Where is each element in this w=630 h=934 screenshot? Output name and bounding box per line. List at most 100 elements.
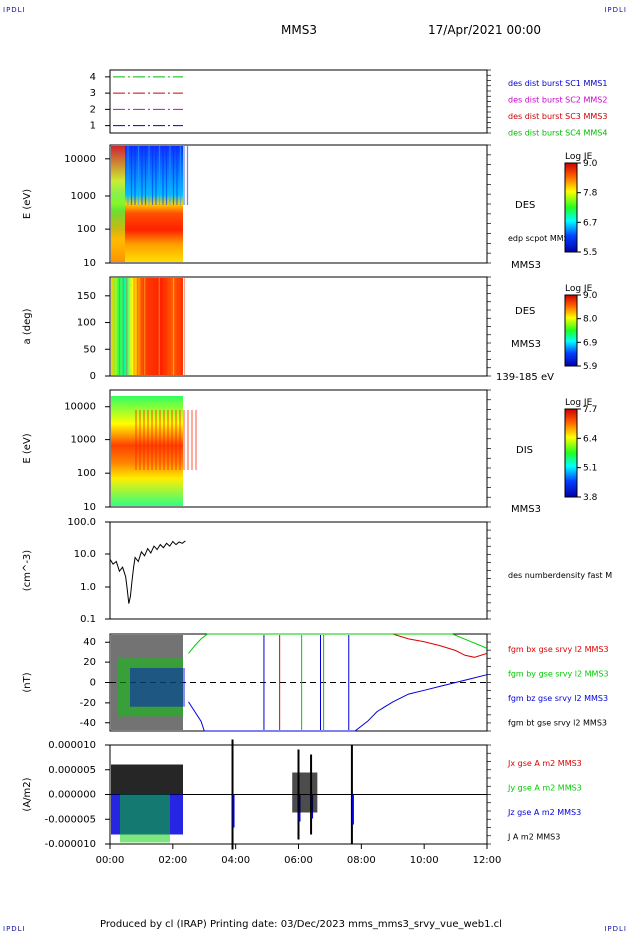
current-legend-1: Jy gse A m2 MMS3 xyxy=(507,784,582,793)
x-tick-label: 12:00 xyxy=(473,855,502,866)
y-tick-label: 50 xyxy=(83,344,96,355)
field-legend-3: fgm bt gse srvy l2 MMS3 xyxy=(508,719,607,728)
y-tick-label: 0.000000 xyxy=(48,790,96,801)
current-legend-2: Jz gse A m2 MMS3 xyxy=(507,808,581,817)
current-legend-0: Jx gse A m2 MMS3 xyxy=(507,759,582,768)
y-tick-label: 100 xyxy=(77,224,96,235)
y-axis-label: E (eV) xyxy=(22,189,33,219)
dis-label: DIS xyxy=(516,445,533,456)
des-spacecraft-label: MMS3 xyxy=(511,260,541,271)
y-tick-label: 0.000010 xyxy=(48,740,96,751)
colorbar xyxy=(564,408,578,498)
density-legend: des numberdensity fast M xyxy=(508,571,612,580)
colorbar-tick-label: 6.9 xyxy=(583,338,598,348)
des-label: DES xyxy=(515,200,535,211)
spacecraft-title: MMS3 xyxy=(281,23,317,37)
x-tick-label: 02:00 xyxy=(158,855,187,866)
density-series-line xyxy=(109,540,186,604)
field-series-line xyxy=(188,674,488,732)
field-series-line xyxy=(392,633,488,658)
des-pitch-spectrogram xyxy=(111,278,183,375)
colorbar xyxy=(564,162,578,253)
y-axis-label: (cm^-3) xyxy=(22,550,33,591)
y-tick-label: 10 xyxy=(83,502,96,513)
des-energy-spectrogram-edge xyxy=(111,146,125,262)
colorbar-tick-label: 6.7 xyxy=(583,218,597,228)
field-legend-1: fgm by gse srvy l2 MMS3 xyxy=(508,670,609,679)
y-tick-label: 0 xyxy=(90,371,96,382)
panel-frame xyxy=(109,521,488,620)
field-legend-0: fgm bx gse srvy l2 MMS3 xyxy=(508,645,609,654)
j-dense-region xyxy=(111,764,183,795)
date-title: 17/Apr/2021 00:00 xyxy=(428,23,542,37)
y-tick-label: 0.1 xyxy=(80,614,96,625)
colorbar-tick-label: 5.1 xyxy=(583,464,597,474)
dis-spacecraft-label: MMS3 xyxy=(511,504,541,515)
colorbar-tick-label: 9.0 xyxy=(583,159,598,169)
colorbar-title: Log JE xyxy=(565,284,593,294)
colorbar-tick-label: 6.4 xyxy=(583,434,598,444)
y-tick-label: 100.0 xyxy=(67,517,96,528)
y-tick-label: 0 xyxy=(90,678,96,689)
y-tick-label: 0.000005 xyxy=(48,765,96,776)
x-tick-label: 10:00 xyxy=(410,855,439,866)
y-tick-label: 1.0 xyxy=(80,582,96,593)
y-tick-label: 1000 xyxy=(71,435,96,446)
y-tick-label: 1 xyxy=(90,121,96,132)
colorbar-title: Log JE xyxy=(565,152,593,162)
corner-tag-bottom-left: IPDLI xyxy=(3,925,26,933)
colorbar-tick-label: 7.7 xyxy=(583,405,597,415)
y-tick-label: 100 xyxy=(77,468,96,479)
burst-legend-4: des dist burst SC4 MMS4 xyxy=(508,129,607,138)
y-tick-label: 1000 xyxy=(71,191,96,202)
current-burst-region xyxy=(292,772,318,813)
x-tick-label: 00:00 xyxy=(96,855,125,866)
field-series-line xyxy=(188,633,488,654)
colorbar-tick-label: 5.5 xyxy=(583,248,597,258)
y-tick-label: 100 xyxy=(77,318,96,329)
colorbar-tick-label: 9.0 xyxy=(583,291,598,301)
y-axis-label: a (deg) xyxy=(22,308,33,344)
x-tick-label: 08:00 xyxy=(347,855,376,866)
field-legend-2: fgm bz gse srvy l2 MMS3 xyxy=(508,694,608,703)
des-pitch-energy-note: 139-185 eV xyxy=(496,372,554,383)
y-tick-label: -20 xyxy=(80,698,96,709)
y-tick-label: -40 xyxy=(80,718,96,729)
y-tick-label: 2 xyxy=(90,104,96,115)
des-pitch-spacecraft-label: MMS3 xyxy=(511,339,541,350)
y-tick-label: 4 xyxy=(90,72,96,83)
y-tick-label: -0.000010 xyxy=(45,839,96,850)
y-tick-label: 10.0 xyxy=(74,549,96,560)
colorbar xyxy=(564,294,578,367)
y-tick-label: 10000 xyxy=(64,402,96,413)
y-tick-label: 40 xyxy=(83,637,96,648)
by-dense-region xyxy=(118,658,183,717)
colorbar-tick-label: 5.9 xyxy=(583,362,598,372)
y-axis-label: (A/m2) xyxy=(22,777,33,811)
panel-frame xyxy=(109,69,488,134)
corner-tag-top-right: IPDLI xyxy=(604,6,627,14)
burst-legend-1: des dist burst SC1 MMS1 xyxy=(508,79,607,88)
bz-dense-region xyxy=(130,667,185,707)
y-tick-label: 20 xyxy=(83,657,96,668)
y-tick-label: 150 xyxy=(77,291,96,302)
des-pitch-label: DES xyxy=(515,306,535,317)
scpot-label: edp scpot MMS3 xyxy=(508,234,574,243)
burst-legend-3: des dist burst SC3 MMS3 xyxy=(508,112,607,121)
jy-dense-region xyxy=(120,794,170,843)
dis-energy-spectrogram xyxy=(111,396,183,506)
x-tick-label: 04:00 xyxy=(221,855,250,866)
corner-tag-top-left: IPDLI xyxy=(3,6,26,14)
x-tick-label: 06:00 xyxy=(284,855,313,866)
burst-legend-2: des dist burst SC2 MMS2 xyxy=(508,96,607,105)
y-tick-label: -0.000005 xyxy=(45,814,96,825)
y-tick-label: 3 xyxy=(90,88,96,99)
colorbar-tick-label: 3.8 xyxy=(583,493,598,503)
colorbar-tick-label: 8.0 xyxy=(583,315,598,325)
footer-credit: Produced by cl (IRAP) Printing date: 03/… xyxy=(100,919,502,930)
colorbar-tick-label: 7.8 xyxy=(583,189,598,199)
corner-tag-bottom-right: IPDLI xyxy=(604,925,627,933)
y-axis-label: E (eV) xyxy=(22,433,33,463)
y-tick-label: 10 xyxy=(83,258,96,269)
